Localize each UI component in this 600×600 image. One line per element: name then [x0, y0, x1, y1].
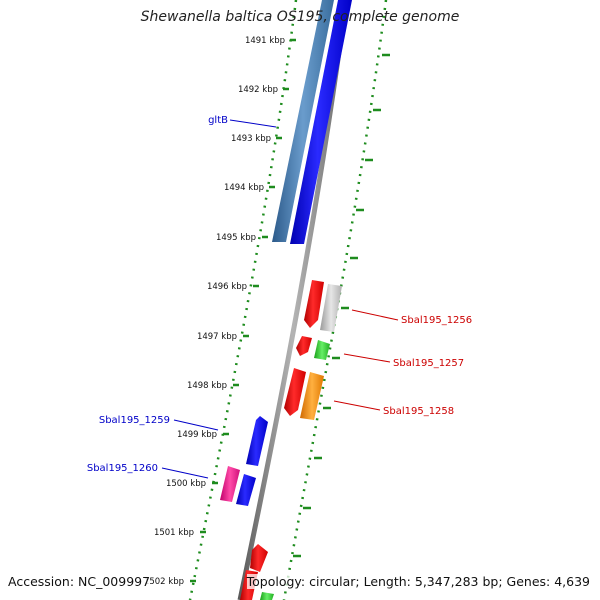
gene-label-sbal195-1257[interactable]: Sbal195_1257	[393, 358, 464, 369]
gene-label-leaders	[161, 119, 399, 479]
inner-ring-ticks	[293, 53, 390, 558]
tick-label: 1496 kbp	[207, 282, 247, 292]
gene-gltB-outer	[272, 0, 334, 242]
gene-reverse-2	[296, 336, 312, 356]
gene-sbal195-1260	[236, 474, 256, 506]
tick-labels: 1491 kbp 1492 kbp 1493 kbp 1494 kbp 1495…	[144, 36, 285, 587]
genome-stats-text: Topology: circular; Length: 5,347,283 bp…	[246, 574, 590, 589]
gene-sbal195-1260-pink	[220, 466, 240, 502]
gene-reverse-4	[250, 544, 268, 572]
gene-label-sbal195-1259[interactable]: Sbal195_1259	[99, 415, 170, 426]
tick-label: 1492 kbp	[238, 85, 278, 95]
tick-label: 1493 kbp	[231, 134, 271, 144]
gene-sbal195-1257	[314, 340, 330, 360]
tick-label: 1494 kbp	[224, 183, 264, 193]
gene-forward-1	[246, 416, 268, 466]
tick-label: 1501 kbp	[154, 528, 194, 538]
gene-reverse-6	[260, 592, 274, 600]
gene-label-sbal195-1258[interactable]: Sbal195_1258	[383, 406, 454, 417]
tick-label: 1499 kbp	[177, 430, 217, 440]
tick-label: 1502 kbp	[144, 577, 184, 587]
gene-sbal195-1258	[300, 372, 324, 420]
gene-sbal195-1256	[320, 284, 342, 332]
gene-label-gltB[interactable]: gltB	[208, 115, 228, 126]
tick-label: 1495 kbp	[216, 233, 256, 243]
tick-label: 1497 kbp	[197, 332, 237, 342]
accession-text: Accession: NC_009997	[8, 574, 151, 589]
tick-label: 1491 kbp	[245, 36, 285, 46]
tick-label: 1498 kbp	[187, 381, 227, 391]
gene-reverse-1	[304, 280, 324, 328]
tick-marks	[190, 38, 296, 583]
gene-label-sbal195-1260[interactable]: Sbal195_1260	[87, 463, 158, 474]
tick-label: 1500 kbp	[166, 479, 206, 489]
gene-reverse-3	[284, 368, 306, 416]
map-title: Shewanella baltica OS195, complete genom…	[140, 9, 460, 25]
gene-gltB	[290, 0, 352, 244]
gene-label-sbal195-1256[interactable]: Sbal195_1256	[401, 315, 472, 326]
